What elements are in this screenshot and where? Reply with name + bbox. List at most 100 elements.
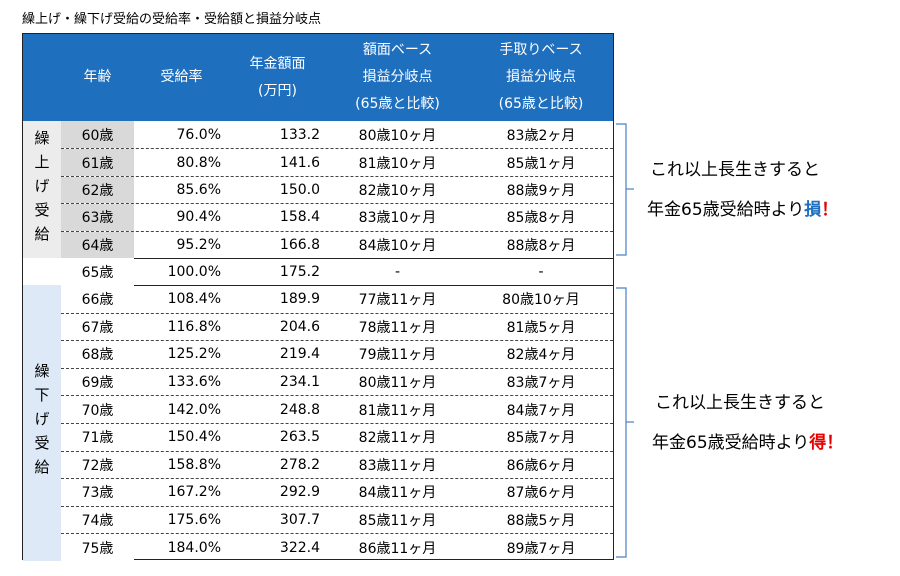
row-separator [61, 367, 613, 369]
cell: 100.0% [167, 263, 221, 280]
cell: 78歳11ヶ月 [358, 319, 437, 336]
cell: 278.2 [279, 456, 320, 473]
row-separator [61, 203, 613, 205]
cell: 307.7 [279, 512, 320, 529]
cell: 234.1 [279, 374, 320, 391]
cell: 63歳 [61, 204, 134, 231]
header-text: (65歳と比較) [498, 96, 584, 112]
header-text: 手取りベース [499, 42, 583, 58]
cell: 95.2% [176, 236, 221, 253]
group-border [23, 258, 613, 259]
header-cell: 年金額面 (万円) [229, 34, 326, 121]
row-separator [61, 312, 613, 314]
cell: - [538, 263, 544, 280]
cell: 79歳11ヶ月 [358, 347, 437, 364]
note-text: 年金65歳受給時より [652, 433, 810, 453]
group-border [23, 285, 613, 286]
header-cell: 手取りベース 損益分岐点 (65歳と比較) [469, 34, 613, 121]
note-line: 年金65歳受給時より損！ [647, 195, 838, 220]
cell: 85歳11ヶ月 [358, 513, 437, 530]
row-separator [61, 175, 613, 177]
cell: 83歳10ヶ月 [358, 210, 437, 227]
cell: 83歳2ヶ月 [506, 127, 576, 144]
cell: 61歳 [61, 149, 134, 176]
cell: 175.6% [167, 512, 221, 529]
cell: 125.2% [167, 346, 221, 363]
note-line: これ以上長生きすると [655, 393, 825, 413]
cell: 89歳7ヶ月 [506, 540, 576, 557]
cell: 75歳 [61, 534, 134, 561]
cell: 167.2% [167, 484, 221, 501]
note-emphasis: 得 [809, 433, 827, 453]
cell: 66歳 [61, 285, 134, 313]
cell: 142.0% [167, 401, 221, 418]
table: 年齢 受給率 年金額面 (万円) 額面ベース 損益分岐点 (65歳と比較) 手取りベース 損益分… [22, 33, 614, 561]
header-text: 年金額面 [249, 55, 306, 72]
note-mark: ！ [821, 200, 839, 220]
cell: 108.4% [167, 290, 221, 307]
cell: 82歳4ヶ月 [506, 347, 576, 364]
cell: 80歳10ヶ月 [502, 291, 580, 308]
cell: 158.4 [279, 209, 320, 226]
cell: 88歳9ヶ月 [506, 182, 576, 199]
row-separator [61, 340, 613, 342]
cell: 69歳 [61, 368, 134, 396]
cell: 85歳7ヶ月 [506, 430, 576, 447]
cell: 68歳 [61, 341, 134, 368]
cell: 81歳11ヶ月 [358, 402, 437, 419]
row-separator [61, 533, 613, 535]
group-label: 繰上げ受給 [23, 121, 61, 258]
cell: 150.0 [279, 181, 320, 198]
cell: 86歳6ヶ月 [506, 457, 576, 474]
cell: 60歳 [61, 121, 134, 149]
row-separator [61, 505, 613, 507]
cell: 189.9 [279, 290, 320, 307]
cell: 84歳7ヶ月 [506, 402, 576, 419]
header-text: 損益分岐点 [362, 69, 433, 85]
cell: 80歳10ヶ月 [358, 127, 437, 144]
cell: 175.2 [279, 263, 320, 280]
group-label [23, 258, 61, 285]
cell: 70歳 [61, 396, 134, 423]
header-cell: 年齢 [61, 34, 134, 121]
cell: 73歳 [61, 479, 134, 506]
cell: 204.6 [279, 318, 320, 335]
header-text: (万円) [258, 82, 297, 99]
cell: 84歳11ヶ月 [358, 485, 437, 502]
cell: 71歳 [61, 424, 134, 451]
cell: 82歳11ヶ月 [358, 430, 437, 447]
cell: 80歳11ヶ月 [358, 375, 437, 392]
header-cell: 額面ベース 損益分岐点 (65歳と比較) [326, 34, 469, 121]
cell: 81歳10ヶ月 [358, 155, 437, 172]
bracket [616, 123, 627, 256]
cell: 72歳 [61, 451, 134, 479]
cell: 292.9 [279, 484, 320, 501]
cell: 184.0% [167, 539, 221, 556]
cell: 86歳11ヶ月 [358, 540, 437, 557]
note-line: これ以上長生きすると [650, 160, 820, 180]
row-separator [61, 423, 613, 424]
cell: 166.8 [279, 236, 320, 253]
row-separator [61, 148, 613, 150]
cell: 85歳1ヶ月 [506, 155, 576, 172]
cell: 67歳 [61, 313, 134, 341]
cell: 85歳8ヶ月 [506, 210, 576, 227]
cell: 65歳 [61, 258, 134, 285]
cell: 83歳11ヶ月 [358, 457, 437, 474]
cell: 74歳 [61, 506, 134, 534]
cell: 76.0% [176, 126, 221, 143]
cell: 150.4% [167, 429, 221, 446]
cell: 116.8% [167, 318, 221, 335]
row-separator [61, 478, 613, 480]
header-text: 損益分岐点 [506, 69, 576, 85]
header-cell: 受給率 [134, 34, 229, 121]
title: 繰上げ・繰下げ受給の受給率・受給額と損益分岐点 [22, 12, 322, 27]
note-line: 年金65歳受給時より得！ [652, 428, 843, 453]
cell: 322.4 [279, 539, 320, 556]
cell: 88歳5ヶ月 [506, 513, 576, 530]
cell: 141.6 [279, 154, 320, 171]
header-text: 年齢 [83, 69, 112, 85]
cell: 77歳11ヶ月 [358, 291, 437, 308]
